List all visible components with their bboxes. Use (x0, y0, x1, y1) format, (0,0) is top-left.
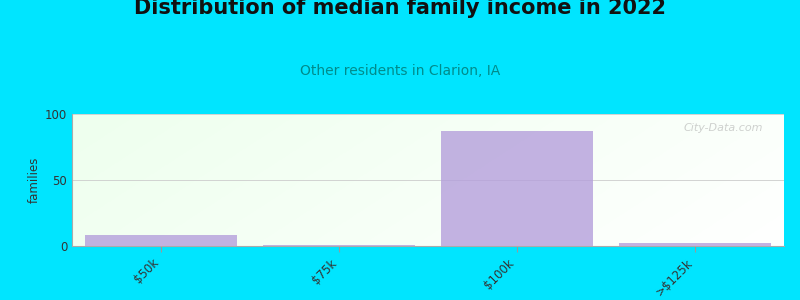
Text: Other residents in Clarion, IA: Other residents in Clarion, IA (300, 64, 500, 78)
Text: Distribution of median family income in 2022: Distribution of median family income in … (134, 0, 666, 18)
Bar (619, 243, 770, 246)
Bar (86, 236, 237, 246)
Bar (263, 245, 414, 246)
Y-axis label: families: families (28, 157, 41, 203)
Text: City-Data.com: City-Data.com (683, 123, 762, 133)
Bar (442, 131, 593, 246)
